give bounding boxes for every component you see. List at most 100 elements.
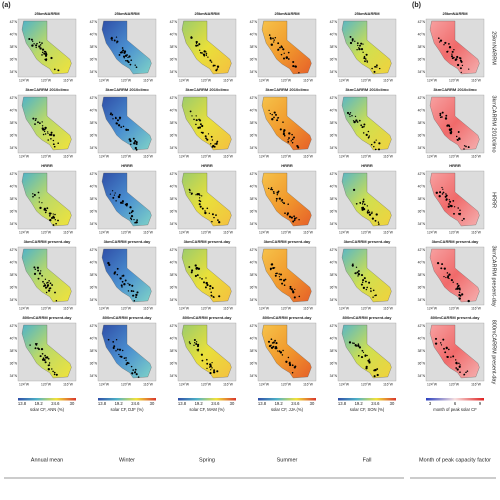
solar-site: [193, 344, 195, 347]
solar-site: [212, 371, 216, 374]
solar-site: [360, 274, 364, 277]
solar-site: [209, 364, 212, 368]
solar-site: [279, 128, 282, 131]
lon-label: 116°W: [223, 230, 234, 234]
lat-label: 36°N: [330, 285, 338, 289]
solar-site: [278, 276, 281, 278]
lat-label: 42°N: [418, 324, 426, 328]
solar-site: [293, 215, 295, 218]
lon-label: 124°W: [19, 154, 30, 158]
solar-site: [110, 112, 112, 115]
lat-label: 34°N: [330, 70, 338, 74]
solar-site: [128, 55, 131, 58]
california-map: [21, 96, 72, 151]
lat-label: 36°N: [10, 133, 18, 137]
solar-site: [38, 45, 41, 48]
solar-site: [280, 200, 282, 202]
solar-site: [287, 51, 290, 54]
column-label: Annual mean: [31, 457, 63, 463]
solar-site: [32, 40, 34, 42]
solar-site: [457, 139, 459, 141]
california-map: [21, 20, 72, 75]
solar-site: [204, 286, 207, 289]
solar-site: [206, 138, 209, 141]
solar-site: [132, 137, 135, 140]
solar-site: [455, 288, 457, 290]
colorbar-tick-label: 30: [70, 401, 75, 406]
lat-label: 34°N: [90, 374, 98, 378]
lon-label: 120°W: [41, 306, 52, 310]
solar-site: [41, 125, 44, 127]
solar-site: [465, 145, 467, 148]
solar-site: [214, 143, 216, 145]
solar-site: [278, 197, 281, 200]
lat-label: 40°N: [90, 32, 98, 36]
lon-label: 120°W: [361, 78, 372, 82]
lat-label: 36°N: [90, 57, 98, 61]
solar-site: [362, 43, 364, 45]
solar-site: [45, 52, 48, 54]
california-map: [261, 172, 312, 227]
lat-label: 38°N: [170, 273, 178, 277]
solar-site: [135, 142, 138, 146]
solar-site: [209, 284, 212, 288]
solar-site: [357, 343, 360, 345]
lat-label: 42°N: [90, 324, 98, 328]
solar-site: [199, 123, 202, 126]
california-map: [261, 248, 312, 303]
solar-site: [435, 191, 438, 194]
solar-site: [274, 37, 277, 39]
solar-site: [189, 191, 191, 193]
solar-site: [41, 51, 44, 54]
california-map: [261, 96, 312, 151]
solar-site: [209, 59, 212, 62]
solar-site: [195, 40, 198, 44]
solar-site: [188, 266, 191, 268]
panel-title: 800mCARRM present-day: [343, 315, 393, 320]
solar-site: [121, 349, 124, 352]
solar-site: [363, 203, 366, 206]
lat-label: 42°N: [90, 172, 98, 176]
solar-site: [372, 289, 375, 292]
solar-site: [268, 345, 271, 348]
lat-label: 38°N: [330, 349, 338, 353]
solar-site: [443, 43, 445, 46]
solar-site: [126, 59, 129, 62]
solar-site: [446, 356, 449, 358]
lon-label: 116°W: [383, 154, 394, 158]
solar-site: [119, 355, 122, 358]
solar-site: [275, 200, 278, 202]
solar-site: [294, 288, 296, 291]
solar-site: [366, 205, 369, 207]
lat-label: 34°N: [418, 146, 426, 150]
solar-site: [268, 187, 270, 190]
lat-label: 34°N: [10, 146, 18, 150]
solar-site: [270, 338, 273, 341]
solar-site: [124, 279, 127, 282]
solar-site: [211, 213, 214, 216]
lat-label: 36°N: [250, 209, 258, 213]
solar-site: [277, 116, 280, 119]
lat-label: 38°N: [418, 121, 426, 125]
solar-site: [268, 34, 271, 36]
solar-site: [107, 261, 110, 265]
solar-site: [459, 371, 461, 374]
lon-label: 124°W: [19, 78, 30, 82]
solar-site: [55, 373, 58, 376]
lon-label: 116°W: [303, 306, 314, 310]
solar-site: [292, 65, 295, 68]
solar-site: [285, 360, 288, 363]
solar-site: [45, 291, 48, 294]
lat-label: 36°N: [418, 133, 426, 137]
solar-site: [439, 112, 442, 115]
solar-site: [364, 354, 367, 357]
solar-site: [51, 284, 54, 286]
solar-site: [129, 206, 132, 209]
solar-site: [294, 365, 297, 368]
solar-site: [133, 371, 137, 374]
solar-site: [448, 125, 451, 128]
solar-site: [463, 374, 465, 376]
lon-label: 124°W: [99, 230, 110, 234]
solar-site: [45, 282, 48, 284]
colorbar-tick-label: 19.2: [195, 401, 204, 406]
